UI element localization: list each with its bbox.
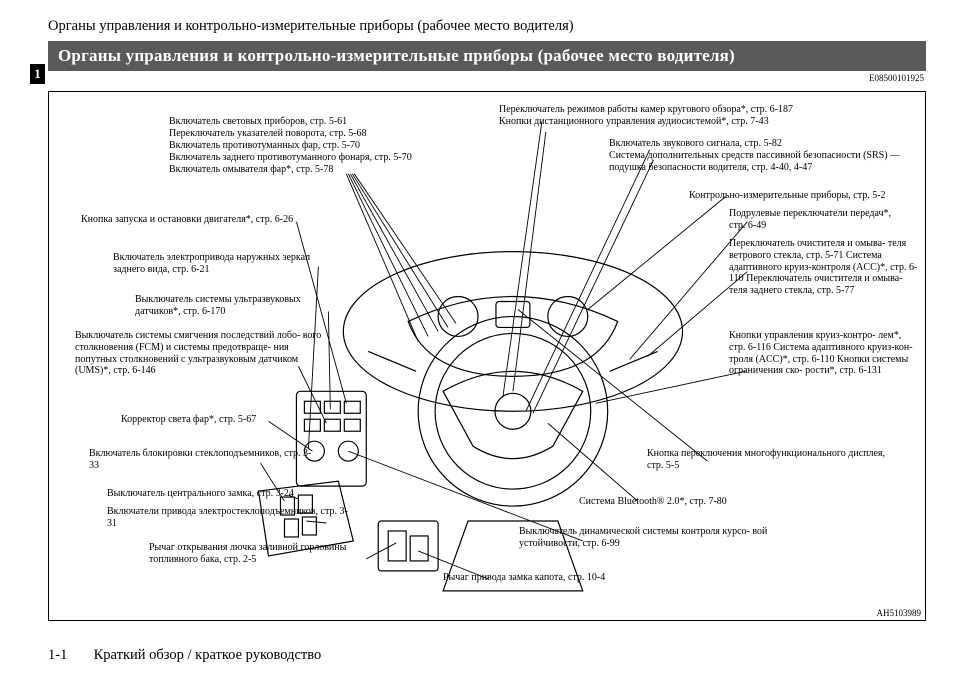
label-paddle-shift: Подрулевые переключатели передач*, стр. … [729, 208, 899, 232]
label-wiper-washer: Переключатель очистителя и омыва- теля в… [729, 238, 919, 297]
label-fcm-ums-off: Выключатель системы смягчения последстви… [75, 330, 325, 377]
label-instrument-cluster: Контрольно-измерительные приборы, стр. 5… [689, 190, 886, 202]
page-number: 1-1 [48, 647, 90, 664]
label-fuel-lid-lever: Рычаг открывания лючка заливной горловин… [149, 542, 389, 566]
label-headlight-switch: Включатель световых приборов, стр. 5-61 [169, 116, 347, 128]
label-asc-off: Выключатель динамической системы контрол… [519, 526, 799, 550]
document-number-top: E08500101925 [48, 73, 924, 83]
label-audio-remote: Кнопки дистанционного управления аудиоси… [499, 116, 769, 128]
label-headlight-washer: Включатель омывателя фар*, стр. 5-78 [169, 164, 333, 176]
page-title: Органы управления и контрольно-измерител… [48, 41, 926, 71]
label-cruise-control: Кнопки управления круиз-контро- лем*, ст… [729, 330, 919, 377]
footer: 1-1 Краткий обзор / краткое руководство [48, 647, 321, 664]
figure-box: Включатель световых приборов, стр. 5-61 … [48, 91, 926, 621]
label-srs-airbag: Система дополнительных средств пассивной… [609, 150, 919, 174]
label-horn: Включатель звукового сигнала, стр. 5-82 [609, 138, 782, 150]
label-power-window: Включатели привода электростеклоподъемни… [107, 506, 357, 530]
label-window-lock: Включатель блокировки стеклоподъемников,… [89, 448, 319, 472]
document-number-bottom: AH5103989 [877, 608, 922, 618]
footer-title: Краткий обзор / краткое руководство [94, 647, 322, 663]
label-rear-fog: Включатель заднего противотуманного фона… [169, 152, 412, 164]
label-multi-view-camera: Переключатель режимов работы камер круго… [499, 104, 793, 116]
breadcrumb: Органы управления и контрольно-измерител… [48, 18, 926, 35]
label-ultrasonic-off: Выключатель системы ультразвуковых датчи… [135, 294, 335, 318]
label-bluetooth: Система Bluetooth® 2.0*, стр. 7-80 [579, 496, 727, 508]
label-turn-signal: Переключатель указателей поворота, стр. … [169, 128, 367, 140]
label-mirror-adjust: Включатель электропривода наружных зерка… [113, 252, 333, 276]
label-headlight-leveling: Корректор света фар*, стр. 5-67 [121, 414, 256, 426]
label-engine-start-stop: Кнопка запуска и остановки двигателя*, с… [81, 214, 293, 226]
label-hood-release: Рычаг привода замка капота, стр. 10-4 [443, 572, 605, 584]
section-tab: 1 [30, 64, 45, 84]
label-central-lock: Выключатель центрального замка, стр. 3-2… [107, 488, 294, 500]
label-front-fog: Включатель противотуманных фар, стр. 5-7… [169, 140, 360, 152]
label-multi-display: Кнопка переключения многофункционального… [647, 448, 897, 472]
